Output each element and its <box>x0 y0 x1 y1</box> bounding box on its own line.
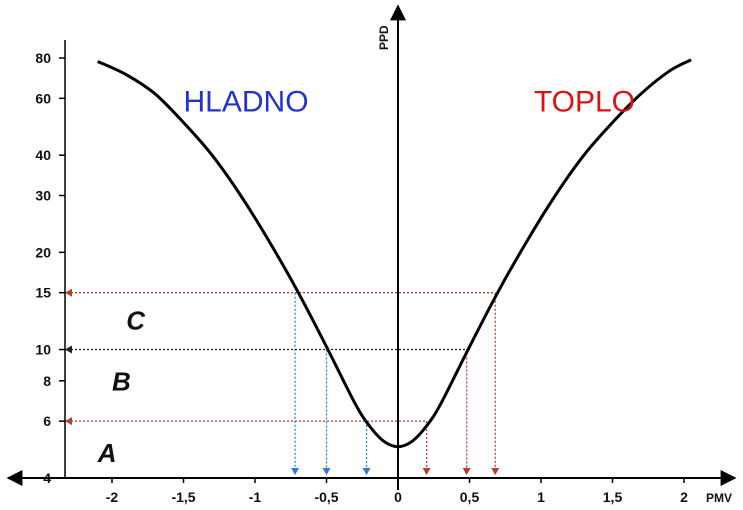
ppd-curve <box>97 58 692 449</box>
guide-vertical-cold-arrow <box>362 468 371 475</box>
y-axis-label: PPD <box>377 25 391 50</box>
y-tick-label: 15 <box>35 285 51 301</box>
region-label: A <box>97 438 117 468</box>
y-tick-label: 4 <box>43 470 51 486</box>
x-axis-label: PMV <box>706 491 732 505</box>
guide-vertical-warm-arrow <box>422 468 431 475</box>
region-label: C <box>126 306 146 336</box>
y-tick-label: 20 <box>35 244 51 260</box>
y-tick-label: 40 <box>35 147 51 163</box>
zone-label: HLADNO <box>184 86 309 119</box>
zone-label: TOPLO <box>534 86 635 119</box>
x-tick-label: 1 <box>537 489 545 505</box>
guide-arrow-left <box>65 288 72 297</box>
guide-arrow-left <box>65 417 72 426</box>
x-tick-label: 0,5 <box>460 489 480 505</box>
y-tick-labels: 80 60 40 30 20 15 10 8 6 4 <box>35 50 65 486</box>
guide-arrow-left <box>65 345 72 354</box>
x-tick-label: 0 <box>394 489 402 505</box>
x-tick-labels: -2 -1,5 -1 -0,5 0 0,5 1 1,5 2 <box>106 478 688 505</box>
guide-lines <box>65 288 500 475</box>
x-tick-label: -2 <box>106 489 119 505</box>
y-tick-label: 30 <box>35 188 51 204</box>
guide-vertical-cold-arrow <box>322 468 331 475</box>
y-tick-label: 80 <box>35 50 51 66</box>
x-tick-label: -1 <box>249 489 262 505</box>
guide-vertical-warm-arrow <box>462 468 471 475</box>
x-tick-label: 2 <box>680 489 688 505</box>
guide-vertical-warm-arrow <box>491 468 500 475</box>
region-label: B <box>112 367 131 397</box>
y-tick-label: 6 <box>43 413 51 429</box>
y-tick-label: 60 <box>35 90 51 106</box>
x-tick-label: -1,5 <box>171 489 195 505</box>
chart-labels: HLADNO TOPLO C B A <box>97 86 635 468</box>
x-tick-label: -0,5 <box>314 489 338 505</box>
axes <box>6 4 737 490</box>
x-tick-label: 1,5 <box>603 489 623 505</box>
guide-vertical-cold-arrow <box>291 468 300 475</box>
y-tick-label: 10 <box>35 342 51 358</box>
y-tick-label: 8 <box>43 373 51 389</box>
